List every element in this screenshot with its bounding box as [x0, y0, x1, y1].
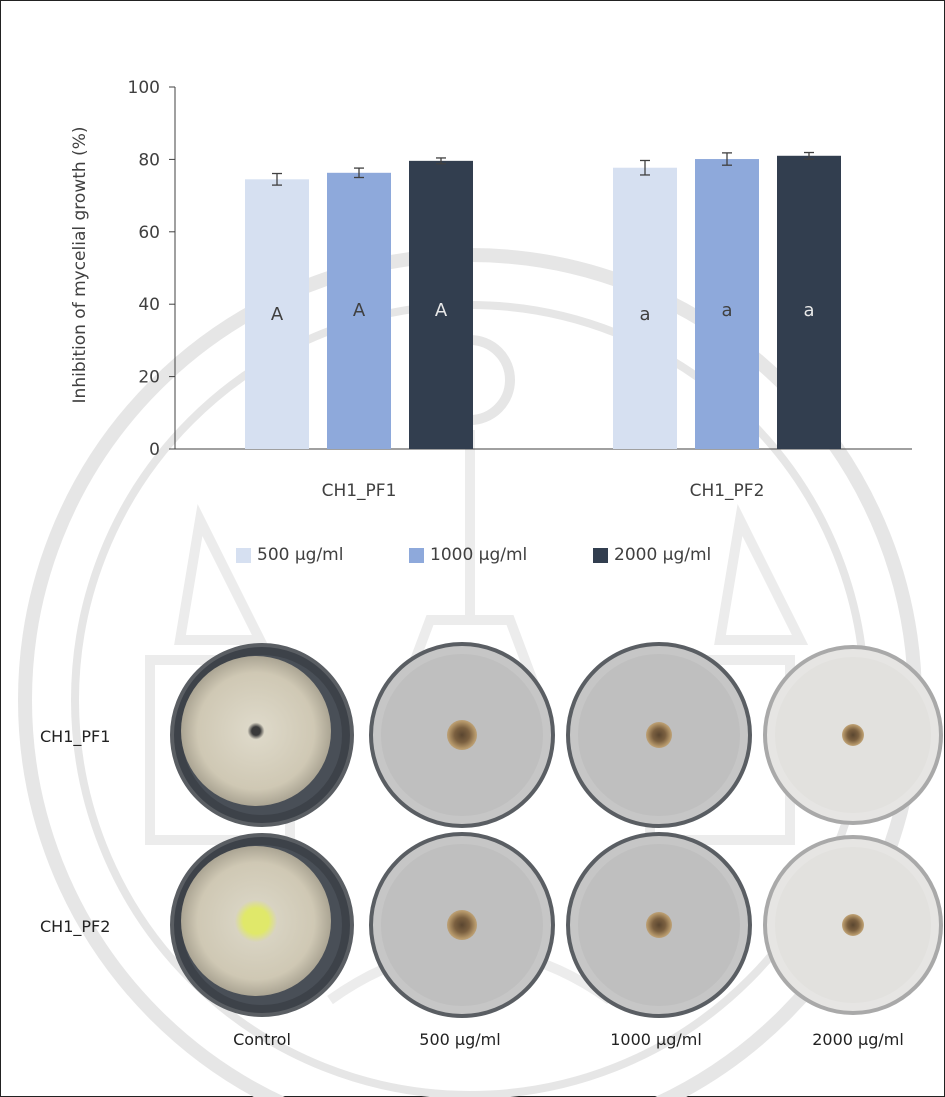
significance-letter: a [639, 304, 650, 325]
legend-item-2000: 2000 µg/ml [593, 545, 711, 565]
legend-swatch-500 [236, 547, 251, 563]
petri-dish-control-row2 [170, 833, 354, 1017]
fungal-colony [646, 912, 672, 938]
bar [327, 172, 391, 449]
fungal-colony [646, 722, 672, 748]
column-label-500: 500 µg/ml [419, 1030, 501, 1049]
legend-label-1000: 1000 µg/ml [430, 545, 528, 565]
fungal-colony [842, 914, 864, 936]
x-tick-label: CH1_PF2 [690, 481, 765, 501]
y-tick-label: 60 [138, 223, 160, 243]
row-label-pf1: CH1_PF1 [40, 727, 111, 746]
legend-label-500: 500 µg/ml [257, 545, 344, 565]
y-tick-label: 40 [138, 295, 160, 315]
y-tick-label: 100 [128, 78, 160, 98]
significance-letter: a [721, 300, 732, 321]
column-label-control: Control [233, 1030, 291, 1049]
petri-dish-control-row1 [170, 643, 354, 827]
bar [245, 179, 309, 449]
legend-swatch-1000 [409, 547, 424, 563]
bar [777, 155, 841, 449]
fungal-colony [447, 720, 477, 750]
y-tick-label: 0 [149, 440, 160, 460]
x-tick-label: CH1_PF1 [322, 481, 397, 501]
y-axis-label: Inhibition of mycelial growth (%) [70, 127, 90, 404]
column-label-2000: 2000 µg/ml [812, 1030, 904, 1049]
fungal-colony [447, 910, 477, 940]
plot-area: 0 20 40 60 80 100 A A A CH1_PF1 a a a CH1_PF2 [128, 78, 912, 501]
bar [409, 160, 473, 449]
fungal-colony [181, 846, 331, 996]
fungal-colony [181, 656, 331, 806]
legend-label-2000: 2000 µg/ml [614, 545, 712, 565]
petri-dish-2000-row1 [763, 645, 943, 825]
legend-item-1000: 1000 µg/ml [409, 545, 527, 565]
significance-letter: A [353, 300, 366, 321]
legend-item-500: 500 µg/ml [236, 545, 343, 565]
significance-letter: a [803, 300, 814, 321]
chart-legend: 500 µg/ml 1000 µg/ml 2000 µg/ml [0, 545, 945, 569]
petri-dish-1000-row1 [566, 642, 752, 828]
column-label-1000: 1000 µg/ml [610, 1030, 702, 1049]
petri-dish-2000-row2 [763, 835, 943, 1015]
significance-letter: A [435, 300, 448, 321]
y-tick-label: 80 [138, 150, 160, 170]
bar [613, 167, 677, 449]
bar [695, 159, 759, 449]
row-label-pf2: CH1_PF2 [40, 917, 111, 936]
y-tick-label: 20 [138, 368, 160, 388]
significance-letter: A [271, 304, 284, 325]
legend-swatch-2000 [593, 547, 608, 563]
petri-dish-500-row2 [369, 832, 555, 1018]
fungal-colony [842, 724, 864, 746]
bar-chart: 0 20 40 60 80 100 A A A CH1_PF1 a a a CH1_PF2 Inhibit… [70, 78, 912, 501]
petri-dish-1000-row2 [566, 832, 752, 1018]
petri-dish-500-row1 [369, 642, 555, 828]
